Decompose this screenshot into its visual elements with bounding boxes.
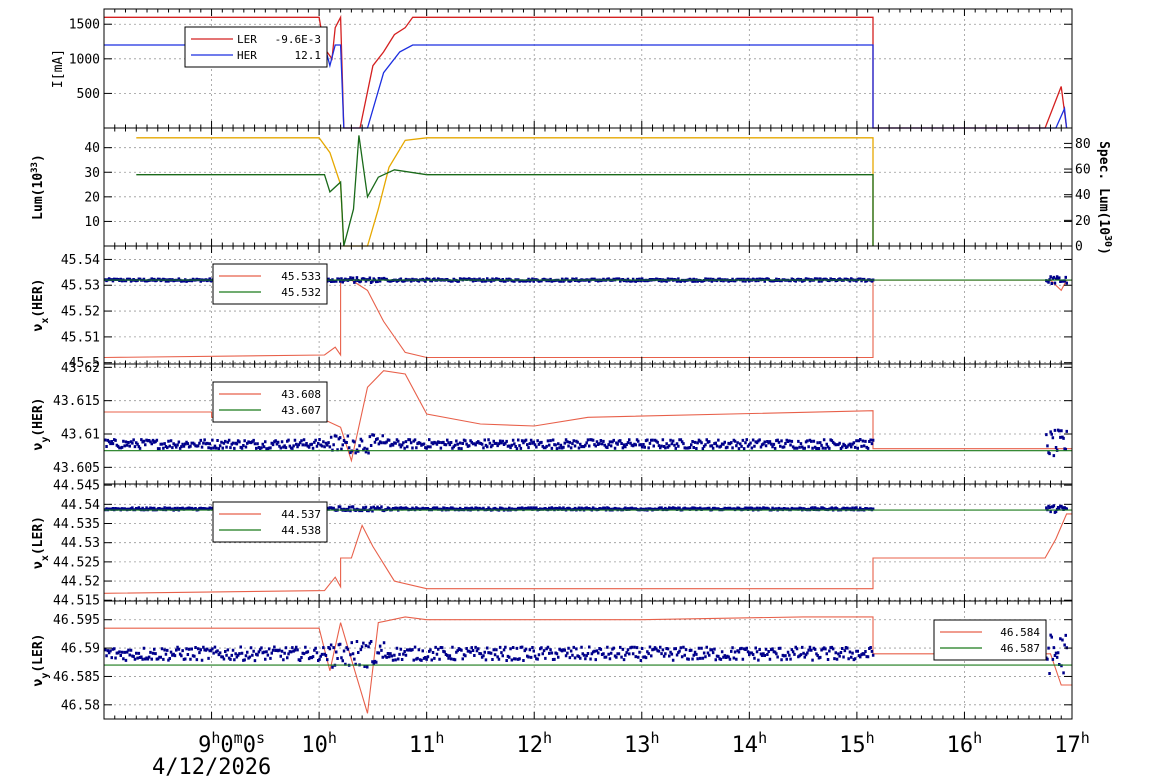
panel-2: 10 20 30 40 0 20 40 60 80 Lum(1033) Spec. Lum(1030… — [30, 127, 1114, 255]
panel-1: 500 1000 1500 I[mA] LER -9.6E-3 HER 12.1 — [51, 8, 1073, 129]
y-tick-label: 40 — [84, 141, 100, 156]
y-axis-label: I[mA] — [51, 49, 66, 88]
y-tick-label: 46.595 — [53, 613, 100, 628]
y-axis-label: νx(HER) — [31, 279, 51, 332]
y-axis-label: νx(LER) — [31, 516, 51, 569]
legend-series-name: HER — [237, 49, 257, 62]
legend-box — [184, 26, 328, 68]
x-tick-label: 12h — [516, 729, 552, 758]
panel-5: 44.515 44.52 44.525 44.53 44.535 44.54 44.545 ν… — [31, 479, 1073, 609]
y-right-tick-label: 60 — [1075, 163, 1091, 178]
legend: 46.584 46.587 — [933, 619, 1047, 661]
y-axis-label: Lum(1033) — [30, 154, 46, 220]
y-tick-label: 1500 — [69, 18, 100, 33]
tune-point-cloud — [104, 433, 875, 455]
tune-point-tail — [1045, 504, 1068, 514]
legend-value: 45.532 — [281, 286, 321, 299]
y-tick-label: 46.59 — [61, 642, 100, 657]
panel-4: 43.60543.6143.61543.62νy(HER)43.60843.60… — [31, 361, 1073, 485]
y-tick-label: 43.605 — [53, 461, 100, 476]
legend: 44.537 44.538 — [212, 501, 328, 543]
legend-box — [933, 619, 1047, 661]
legend-value: 44.537 — [281, 508, 321, 521]
legend-value: 44.538 — [281, 524, 321, 537]
y-tick-label: 20 — [84, 190, 100, 205]
panel-frame — [103, 600, 1073, 720]
y-right-tick-label: 20 — [1075, 214, 1091, 229]
legend: 43.608 43.607 — [212, 381, 328, 423]
x-tick-label: 16h — [947, 729, 983, 758]
y-tick-label: 44.535 — [53, 517, 100, 532]
series-setpoint — [103, 513, 1072, 594]
y-right-tick-label: 80 — [1075, 137, 1091, 152]
legend: LER -9.6E-3 HER 12.1 — [184, 26, 328, 68]
x-tick-label: 11h — [409, 729, 445, 758]
x-tick-label: 10h — [301, 729, 337, 758]
tune-point-tail — [1045, 428, 1068, 458]
series-setpoint — [103, 279, 1072, 359]
y-tick-label: 46.585 — [53, 670, 100, 685]
x-tick-label: 9h0m0s — [198, 729, 265, 758]
legend: 45.533 45.532 — [212, 263, 328, 305]
panel-frame — [103, 127, 1073, 247]
y-tick-label: 45.52 — [61, 305, 100, 320]
series-spec-lum — [136, 137, 874, 247]
y-tick-label: 10 — [84, 215, 100, 230]
y-tick-label: 44.52 — [61, 575, 100, 590]
y-tick-label: 30 — [84, 166, 100, 181]
y-axis-label: νy(LER) — [31, 634, 51, 687]
y-tick-label: 44.515 — [53, 594, 100, 609]
y-tick-label: 45.51 — [61, 330, 100, 345]
legend-box — [212, 263, 328, 305]
y-tick-label: 1000 — [69, 52, 100, 67]
y-tick-label: 43.615 — [53, 394, 100, 409]
tune-point-cloud — [104, 640, 875, 669]
panel-3: 45.545.5145.5245.5345.54νx(HER)45.53345.… — [31, 245, 1073, 371]
legend-value: 45.533 — [281, 270, 321, 283]
date-label: 4/12/2026 — [152, 755, 272, 780]
legend-value: 43.607 — [281, 404, 321, 417]
y-tick-label: 45.5 — [69, 356, 100, 371]
x-axis-labels: 9h0m0s 10h 11h 12h 13h 14h 15h 16h 17h — [198, 729, 1090, 758]
panel-6: 46.5846.58546.5946.595νy(LER)46.58446.58… — [31, 600, 1073, 720]
legend-value: 46.584 — [1000, 626, 1040, 639]
y-tick-label: 45.54 — [61, 253, 100, 268]
y-tick-label: 45.53 — [61, 279, 100, 294]
x-tick-label: 14h — [732, 729, 768, 758]
x-tick-label: 13h — [624, 729, 660, 758]
legend-value: 43.608 — [281, 388, 321, 401]
y-tick-label: 44.545 — [53, 479, 100, 494]
x-tick-label: 15h — [839, 729, 875, 758]
y-tick-label: 46.58 — [61, 698, 100, 713]
series-lum — [136, 135, 874, 247]
y-right-axis-label: Spec. Lum(1030) — [1096, 141, 1114, 255]
y-tick-label: 43.61 — [61, 428, 100, 443]
y-tick-label: 44.53 — [61, 536, 100, 551]
series-tune-points — [104, 428, 1068, 458]
y-tick-label: 44.525 — [53, 555, 100, 570]
legend-value: 12.1 — [295, 49, 322, 62]
legend-value: -9.6E-3 — [275, 33, 321, 46]
y-right-tick-label: 40 — [1075, 188, 1091, 203]
legend-box — [212, 381, 328, 423]
y-tick-label: 500 — [77, 87, 100, 102]
legend-value: 46.587 — [1000, 642, 1040, 655]
x-tick-label: 17h — [1054, 729, 1090, 758]
y-axis-label: νy(HER) — [31, 398, 51, 451]
legend-box — [212, 501, 328, 543]
y-tick-label: 44.54 — [61, 498, 100, 513]
y-tick-label: 43.62 — [61, 361, 100, 376]
legend-series-name: LER — [237, 33, 257, 46]
y-right-tick-label: 0 — [1075, 240, 1083, 255]
